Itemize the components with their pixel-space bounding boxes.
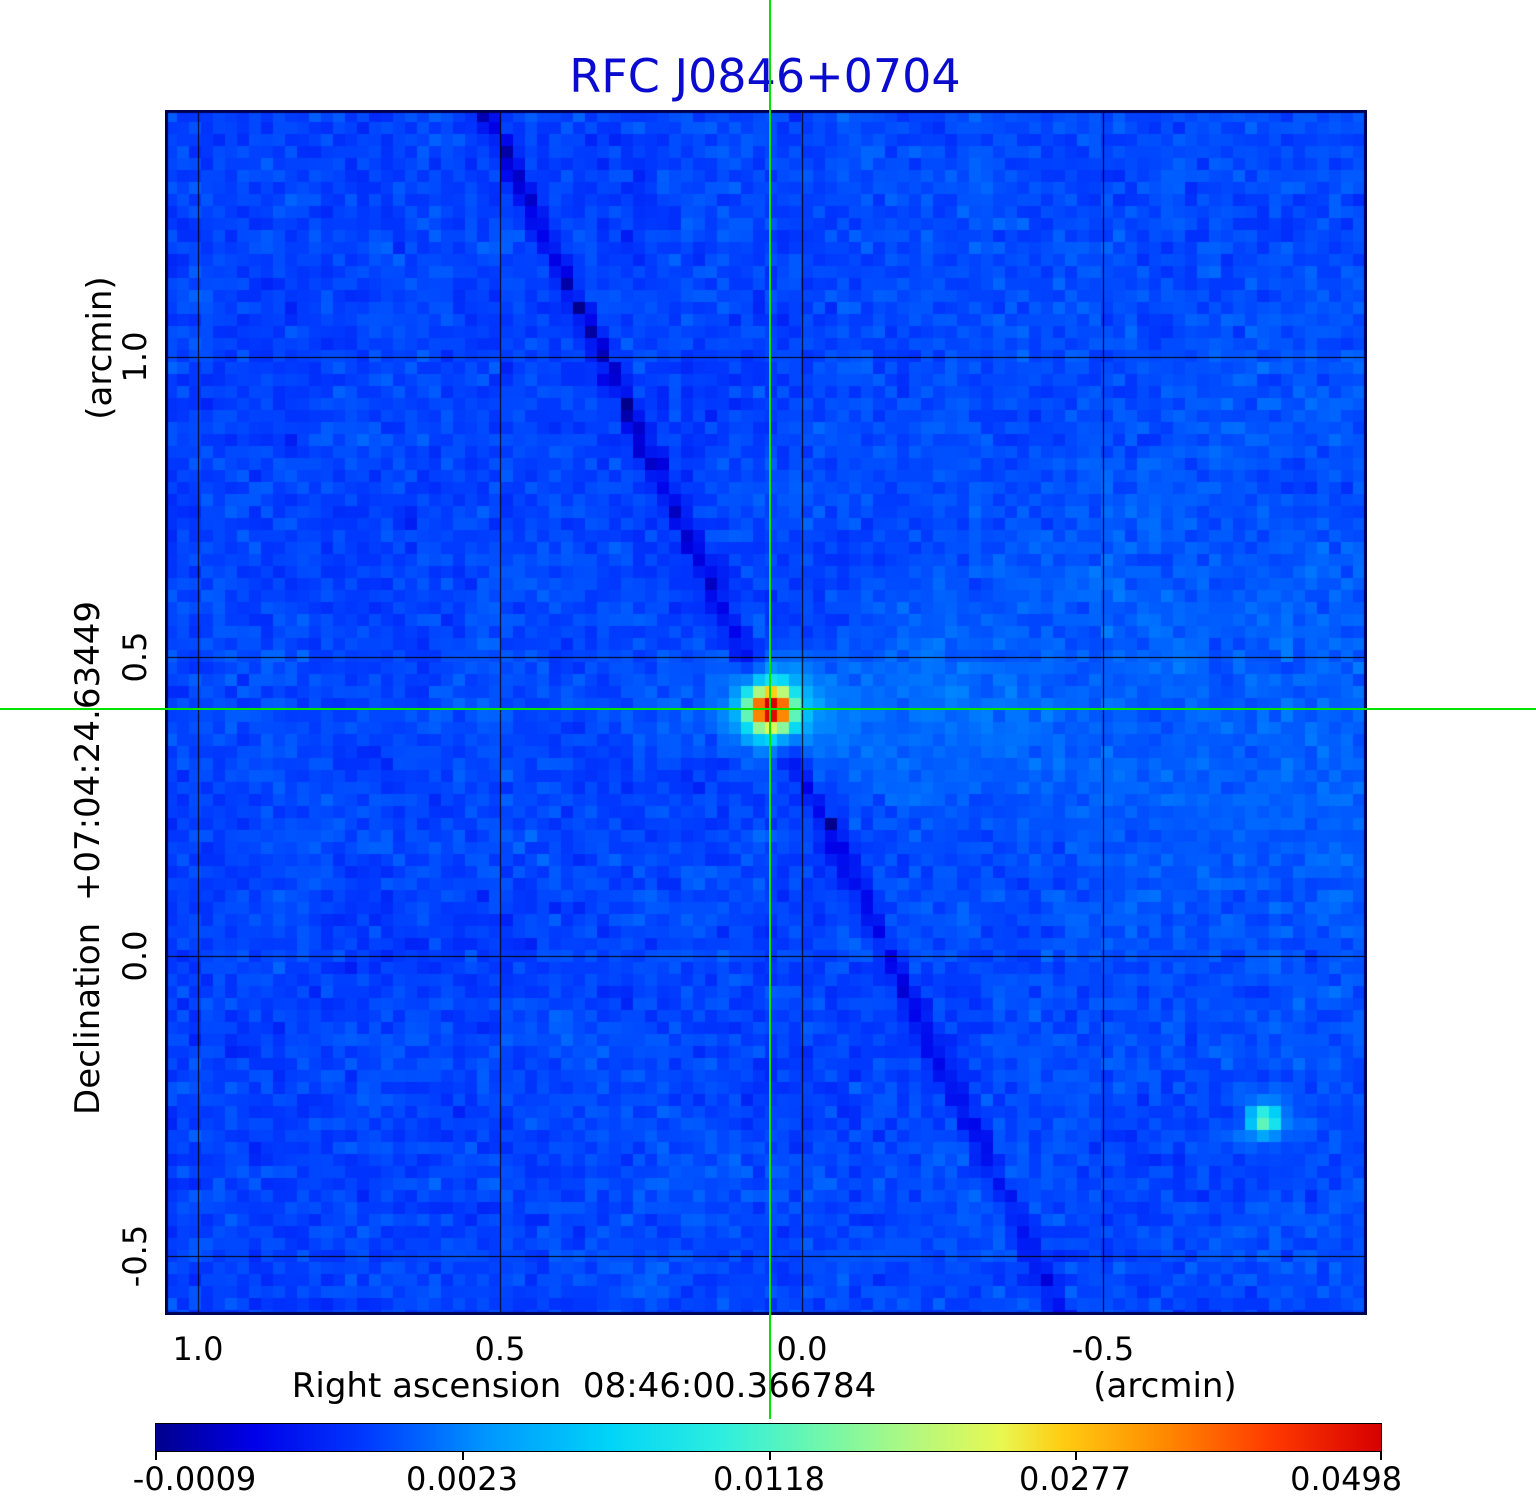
colorbar-label-4: 0.0498 <box>1290 1460 1403 1498</box>
colorbar-label-0: -0.0009 <box>132 1460 257 1498</box>
colorbar-tick-1 <box>462 1452 464 1460</box>
colorbar-tick-3 <box>1075 1452 1077 1460</box>
colorbar-label-1: 0.0023 <box>406 1460 518 1498</box>
plot-title: RFC J0846+0704 <box>569 49 961 103</box>
x-tick-0.0: 0.0 <box>776 1330 828 1368</box>
y-tick-0.5: 0.5 <box>116 631 154 683</box>
colorbar-tick-4 <box>1380 1452 1382 1460</box>
colorbar-gradient <box>155 1423 1382 1452</box>
y-tick--0.5: -0.5 <box>116 1224 154 1288</box>
y-axis-unit-label: (arcmin) <box>80 276 120 420</box>
colorbar-tick-0 <box>155 1452 157 1460</box>
x-tick-1.0: 1.0 <box>172 1330 224 1368</box>
x-axis-label: Right ascension 08:46:00.366784 <box>291 1366 877 1406</box>
x-tick-0.5: 0.5 <box>474 1330 526 1368</box>
y-axis-label: Declination +07:04:24.63449 <box>68 601 108 1115</box>
y-tick-1.0: 1.0 <box>116 331 154 383</box>
colorbar-label-2: 0.0118 <box>713 1460 825 1498</box>
sky-map-canvas <box>165 110 1367 1315</box>
y-tick-0.0: 0.0 <box>116 930 154 982</box>
colorbar-tick-2 <box>769 1452 771 1460</box>
crosshair-horizontal-line <box>0 708 1536 710</box>
x-tick--0.5: -0.5 <box>1071 1330 1135 1368</box>
colorbar-label-3: 0.0277 <box>1019 1460 1131 1498</box>
x-axis-unit-label: (arcmin) <box>1093 1366 1237 1406</box>
